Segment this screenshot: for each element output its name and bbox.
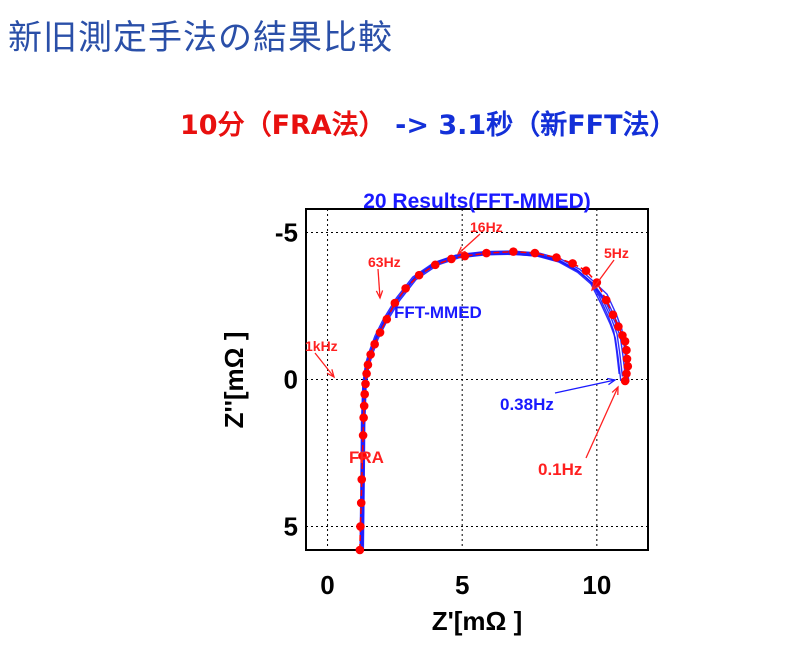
fra-point [375, 328, 385, 337]
fra-point [509, 247, 518, 256]
y-axis-label: Z''[mΩ ] [219, 332, 249, 429]
fra-series-points [355, 247, 633, 555]
annotation-label: 63Hz [368, 254, 401, 270]
fra-point [623, 361, 633, 371]
x-tick-label: 0 [320, 570, 334, 600]
grid-lines [306, 209, 648, 550]
fra-point [530, 248, 540, 258]
x-axis-label: Z'[mΩ ] [432, 606, 523, 636]
subtitle-arrow: -> [385, 110, 439, 141]
fra-point [359, 401, 369, 411]
fra-point [357, 475, 367, 484]
y-tick-label: 5 [284, 511, 298, 541]
fra-point [382, 314, 392, 324]
fra-point [622, 345, 631, 355]
annotations: 16Hz 63Hz 5Hz 1kHz FFT-MMED FRA 0.38Hz 0.1Hz [305, 219, 629, 479]
annotation-arrow-head [375, 290, 384, 300]
annotation-label: 0.38Hz [500, 395, 554, 414]
fra-point [608, 310, 618, 320]
annotation-label: FFT-MMED [394, 303, 482, 322]
chart-title: 20 Results(FFT-MMED) [363, 190, 591, 213]
annotation-arrow-head [591, 282, 600, 292]
annotation-arrow-head [326, 369, 336, 379]
x-tick-label: 5 [455, 570, 469, 600]
annotation-arrow-line [591, 259, 615, 291]
annotation-arrow-head [607, 377, 617, 386]
fra-point [620, 376, 630, 386]
fra-point [356, 522, 365, 531]
fra-point [358, 451, 367, 461]
annotation-label: 0.1Hz [538, 460, 582, 479]
subtitle: 10分（FRA法） -> 3.1秒（新FFT法） [180, 103, 677, 142]
tick-labels: 0 5 10-505 [275, 218, 611, 600]
fra-point [370, 339, 379, 349]
annotation-arrow-head [611, 385, 619, 396]
fra-point [358, 431, 368, 440]
annotation-arrow-line [377, 268, 381, 299]
fra-line [359, 250, 629, 551]
annotation-label: 5Hz [604, 245, 629, 261]
fra-point [581, 266, 591, 276]
fra-point [355, 545, 365, 555]
fra-point [552, 253, 561, 262]
fra-point [447, 254, 456, 264]
annotation-arrow-line [314, 352, 335, 378]
annotation-arrow-line [554, 379, 616, 394]
fra-point [356, 498, 366, 508]
fra-point [568, 259, 577, 268]
fra-point [622, 354, 632, 364]
fra-point [359, 413, 368, 423]
subtitle-fra: 10分（FRA法） [180, 110, 386, 141]
annotation-arrow-line [457, 233, 481, 255]
annotation-arrow-head [456, 246, 466, 256]
fra-point [361, 379, 370, 389]
fra-point [622, 369, 631, 378]
subtitle-fft: 3.1秒（新FFT法） [438, 110, 677, 141]
slide-title: 新旧測定手法の結果比較 [8, 18, 393, 58]
fra-point [401, 284, 410, 293]
fra-point [430, 260, 440, 270]
y-tick-label: 0 [284, 365, 298, 395]
fra-point [362, 369, 371, 378]
fra-point [614, 322, 623, 331]
fra-point [366, 350, 375, 359]
annotation-label: FRA [349, 448, 384, 467]
fra-point [363, 360, 373, 370]
fra-point [390, 298, 400, 308]
fra-point [620, 336, 630, 346]
annotation-arrow-line [585, 386, 619, 459]
fra-point [460, 251, 470, 261]
fra-point [360, 389, 370, 399]
fra-point [482, 248, 491, 258]
x-tick-label: 10 [582, 570, 611, 600]
annotation-label: 1kHz [305, 338, 338, 354]
fra-point [601, 295, 611, 305]
y-tick-label: -5 [275, 218, 298, 248]
fra-point [414, 270, 424, 280]
annotation-label: 16Hz [470, 219, 503, 235]
fft-run-line [362, 253, 630, 549]
